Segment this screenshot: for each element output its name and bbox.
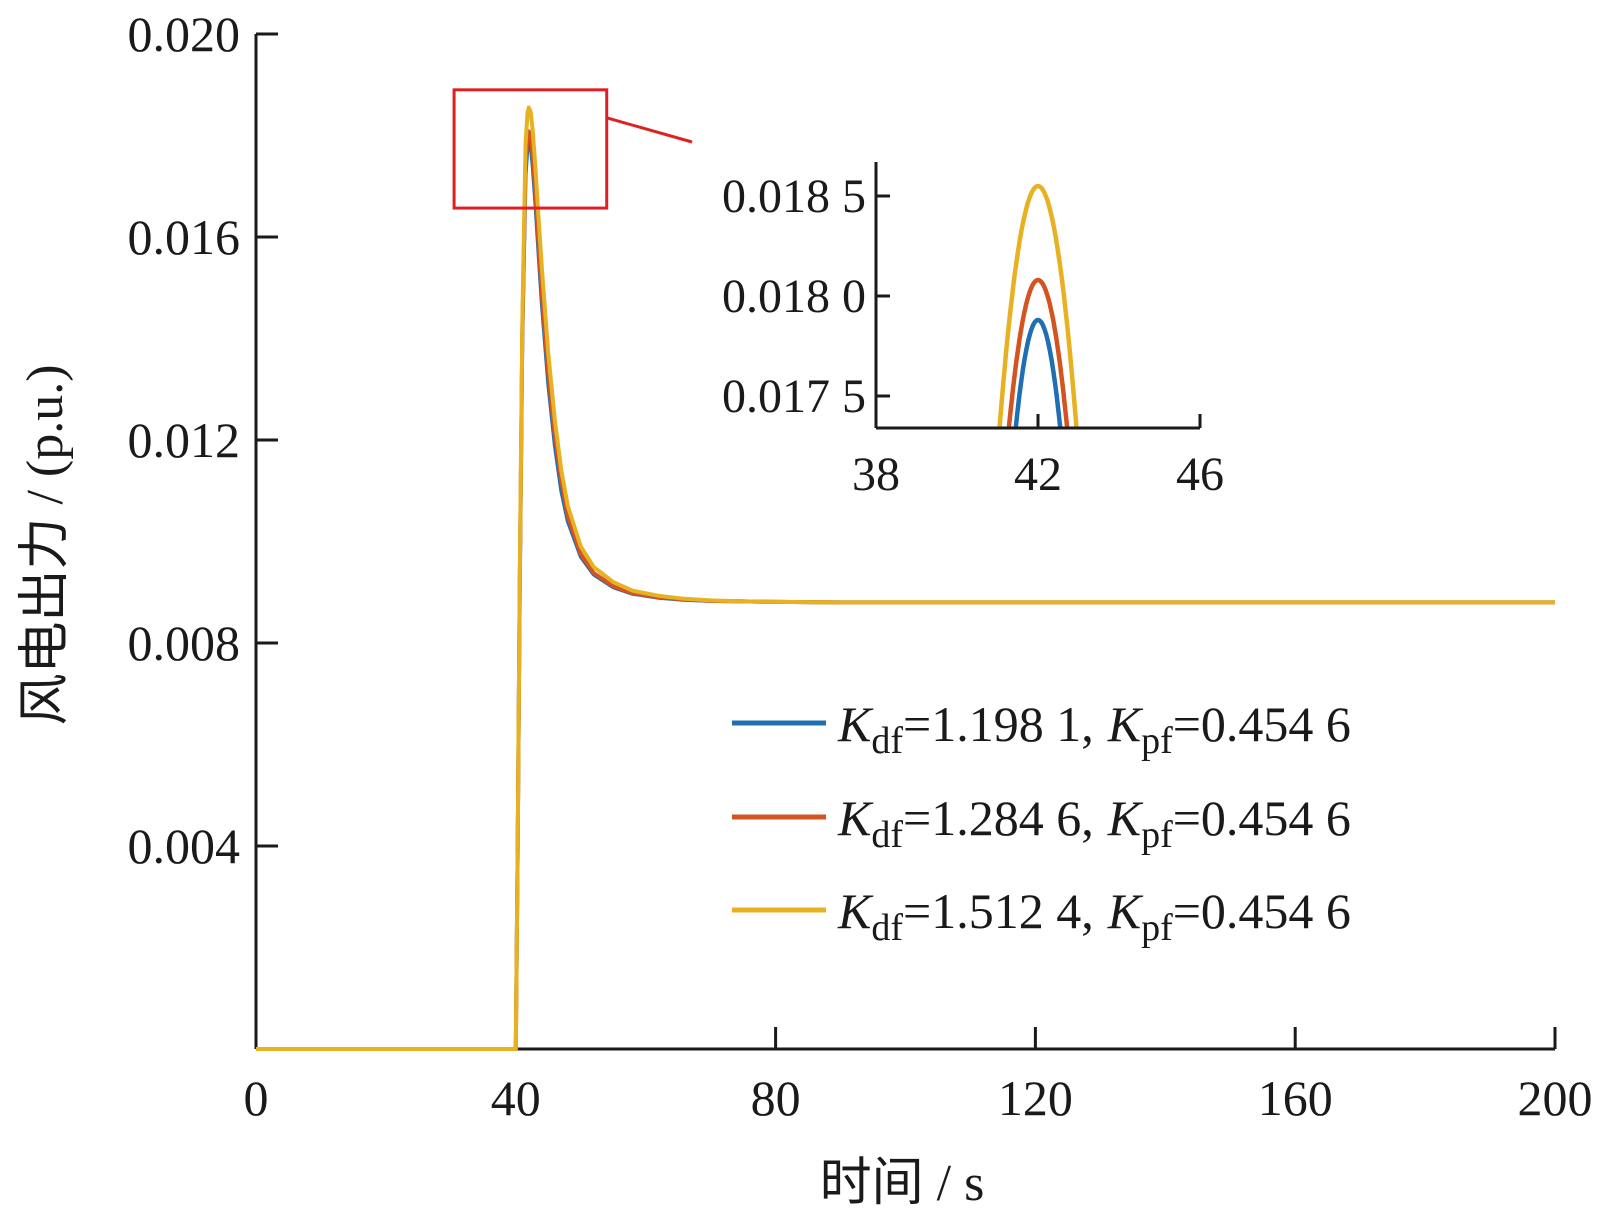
legend-text-p: K [1107,696,1144,752]
y-tick-label: 0.020 [128,6,241,62]
legend-text-k-sub: df [871,907,903,949]
series-lines [256,105,1555,1051]
inset-series [997,183,1079,429]
x-tick-label: 40 [491,1070,541,1126]
inset-plot: 38 42 46 0.017 5 0.018 0 0.018 5 [722,162,1224,501]
legend-text-p-sub: pf [1141,907,1173,949]
x-tick-label: 120 [998,1070,1073,1126]
zoom-connector-line [606,116,693,144]
legend-text-p: K [1107,790,1144,846]
legend-item-2: Kdf=1.284 6, Kpf=0.454 6 [732,790,1351,856]
legend-text-p-val: =0.454 6 [1173,696,1351,752]
main-plot: 0 40 80 120 160 200 0.004 0.008 0.012 0.016 0.020 [128,6,1593,1126]
y-tick-label: 0.012 [128,412,241,468]
x-tick-label: 0 [244,1070,269,1126]
zoom-highlight-box [452,88,609,210]
y-ticks: 0.004 0.008 0.012 0.016 0.020 [128,6,278,874]
legend-text-p-val: =0.454 6 [1173,883,1351,939]
legend-text-k-val: =1.198 1, [903,696,1094,752]
inset-series-line-1 [1013,317,1063,429]
legend-text-p-sub: pf [1141,814,1173,856]
inset-series-line-3 [997,183,1079,429]
x-tick-label: 160 [1258,1070,1333,1126]
y-tick-label: 0.004 [128,818,241,874]
legend-item-3: Kdf=1.512 4, Kpf=0.454 6 [732,883,1351,949]
y-tick-label: 0.008 [128,615,241,671]
x-axis-label: 时间 / s [820,1155,985,1212]
legend-text-k-sub: df [871,814,903,856]
inset-x-tick-label: 46 [1176,448,1224,501]
inset-x-tick-label: 38 [852,448,900,501]
legend-item-1: Kdf=1.198 1, Kpf=0.454 6 [732,696,1351,762]
x-ticks: 0 40 80 120 160 200 [244,1027,1593,1126]
legend-text-k-val: =1.284 6, [903,790,1094,846]
legend-text-k-val: =1.512 4, [903,883,1094,939]
legend-text-k: K [837,790,874,846]
x-tick-label: 80 [751,1070,801,1126]
inset-y-tick-label: 0.018 5 [722,170,866,223]
legend-text-p: K [1107,883,1144,939]
legend-label: Kdf=1.198 1, Kpf=0.454 6 [837,696,1351,762]
legend-label: Kdf=1.284 6, Kpf=0.454 6 [837,790,1351,856]
inset-x-ticks: 38 42 46 [852,414,1224,501]
legend-text-k: K [837,696,874,752]
x-tick-label: 200 [1518,1070,1593,1126]
legend-text-k-sub: df [871,720,903,762]
inset-background [875,162,1200,428]
legend-text-p-sub: pf [1141,720,1173,762]
legend-text-p-val: =0.454 6 [1173,790,1351,846]
series-line-3 [256,105,1555,1051]
inset-series-line-2 [1006,277,1070,429]
inset-y-tick-label: 0.017 5 [722,370,866,423]
y-tick-label: 0.016 [128,209,241,265]
inset-y-tick-label: 0.018 0 [722,270,866,323]
legend-label: Kdf=1.512 4, Kpf=0.454 6 [837,883,1351,949]
y-axis-label: 风电出力 / (p.u.) [17,364,74,725]
legend-text-k: K [837,883,874,939]
inset-y-ticks: 0.017 5 0.018 0 0.018 5 [722,170,890,423]
inset-x-tick-label: 42 [1014,448,1062,501]
